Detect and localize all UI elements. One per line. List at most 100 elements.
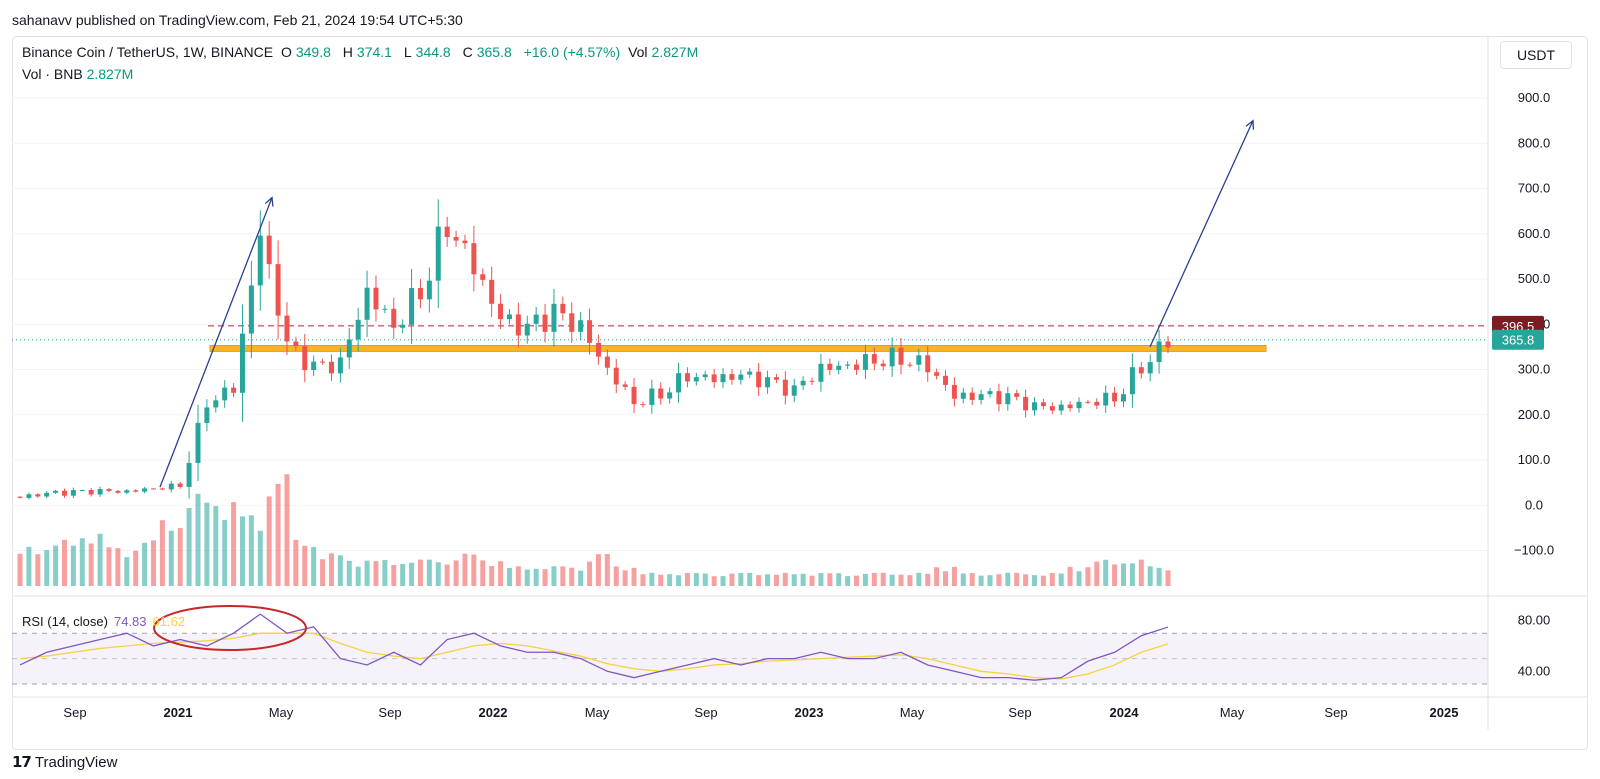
candle [658, 388, 664, 399]
candle [889, 347, 895, 367]
candle [391, 308, 397, 328]
last-price-tag: 365.8 [1502, 333, 1535, 348]
candle [506, 314, 512, 320]
volume-bar [204, 502, 210, 586]
rsi-legend: RSI (14, close) 74.83 61.62 [22, 614, 186, 629]
volume-bar [702, 573, 708, 586]
candle [1040, 402, 1046, 407]
candle [578, 320, 584, 332]
publisher-line: sahanavv published on TradingView.com, F… [12, 12, 463, 28]
volume-bar [275, 483, 281, 586]
candle [560, 303, 566, 314]
volume-bar [177, 528, 183, 586]
volume-bar [916, 572, 922, 586]
volume-bar [337, 555, 343, 586]
candle [604, 356, 610, 368]
high-value: 374.1 [356, 44, 392, 60]
currency-button[interactable]: USDT [1500, 41, 1572, 69]
volume-bar [667, 574, 673, 586]
time-tick-label: Sep [63, 705, 86, 720]
candle [61, 490, 67, 496]
arrow-head [1245, 119, 1255, 130]
candle [489, 279, 495, 304]
volume-bar [195, 493, 201, 586]
price-tick-label: 500.0 [1518, 271, 1551, 286]
candle [17, 496, 23, 498]
candle [106, 489, 112, 491]
candle [622, 384, 628, 387]
candle [640, 404, 646, 406]
volume-bar [845, 576, 851, 586]
candle [373, 287, 379, 310]
candle [845, 364, 851, 366]
volume-bar [453, 560, 459, 586]
candle [969, 392, 975, 400]
volume-bar [213, 506, 219, 586]
tradingview-logo[interactable]: 𝟭𝟳 TradingView [12, 753, 117, 772]
candle [738, 374, 744, 380]
candle [320, 361, 326, 363]
volume-bar [871, 572, 877, 586]
candle [542, 314, 548, 332]
volume-bar [1076, 571, 1082, 586]
candle [409, 288, 415, 325]
candle [934, 372, 940, 376]
trend-arrows [159, 119, 1255, 488]
volume-bar [1032, 575, 1038, 586]
last-price-tag-bg [1492, 329, 1544, 350]
volume-bar [124, 557, 130, 586]
price-tick-label: 300.0 [1518, 362, 1551, 377]
volume-bar [1005, 572, 1011, 586]
volume-bar [489, 566, 495, 586]
candle [907, 364, 913, 366]
candle [35, 494, 41, 497]
trend-arrow [1149, 120, 1254, 348]
candle [827, 363, 833, 370]
volume-bar [53, 545, 59, 586]
volume-bar [622, 570, 628, 586]
candle [498, 303, 504, 320]
volume-bar [426, 559, 432, 586]
candle [79, 490, 85, 492]
candle [711, 374, 717, 383]
candle [26, 494, 32, 498]
candle [996, 391, 1002, 405]
volume-bar [44, 550, 50, 586]
symbol-legend: Binance Coin / TetherUS, 1W, BINANCE O 34… [22, 44, 699, 60]
candle [747, 371, 753, 375]
volume-bar [35, 554, 41, 586]
volume-bar [907, 575, 913, 586]
time-tick-label: Sep [694, 705, 717, 720]
volume-bar [800, 573, 806, 586]
volume-bar [1049, 573, 1055, 586]
volume-bar [186, 508, 192, 586]
candle [88, 490, 94, 495]
candle [782, 379, 788, 396]
candle [1094, 401, 1100, 406]
candle [1165, 341, 1171, 348]
volume-bar [747, 572, 753, 586]
candle [1067, 404, 1073, 409]
volume-bar [355, 566, 361, 586]
grid [12, 37, 1588, 730]
volume-bar [1138, 559, 1144, 586]
candle [97, 489, 103, 495]
candle [960, 392, 966, 399]
candle [266, 235, 272, 265]
candle [213, 400, 219, 408]
volume-bar [578, 570, 584, 586]
overbought-ellipse [153, 605, 307, 651]
candle [693, 377, 699, 382]
candle [133, 490, 139, 492]
volume-bar [480, 560, 486, 586]
time-axis[interactable]: Sep 2021 May Sep 2022 May Sep 2023 May Sep 2024 May… [63, 705, 1458, 720]
candle [159, 488, 165, 490]
time-tick-label: Sep [1324, 705, 1347, 720]
volume-bar [765, 574, 771, 586]
volume-bar [97, 533, 103, 586]
volume-bar [631, 567, 637, 586]
volume-bar [880, 572, 886, 586]
volume-bar [17, 553, 23, 586]
